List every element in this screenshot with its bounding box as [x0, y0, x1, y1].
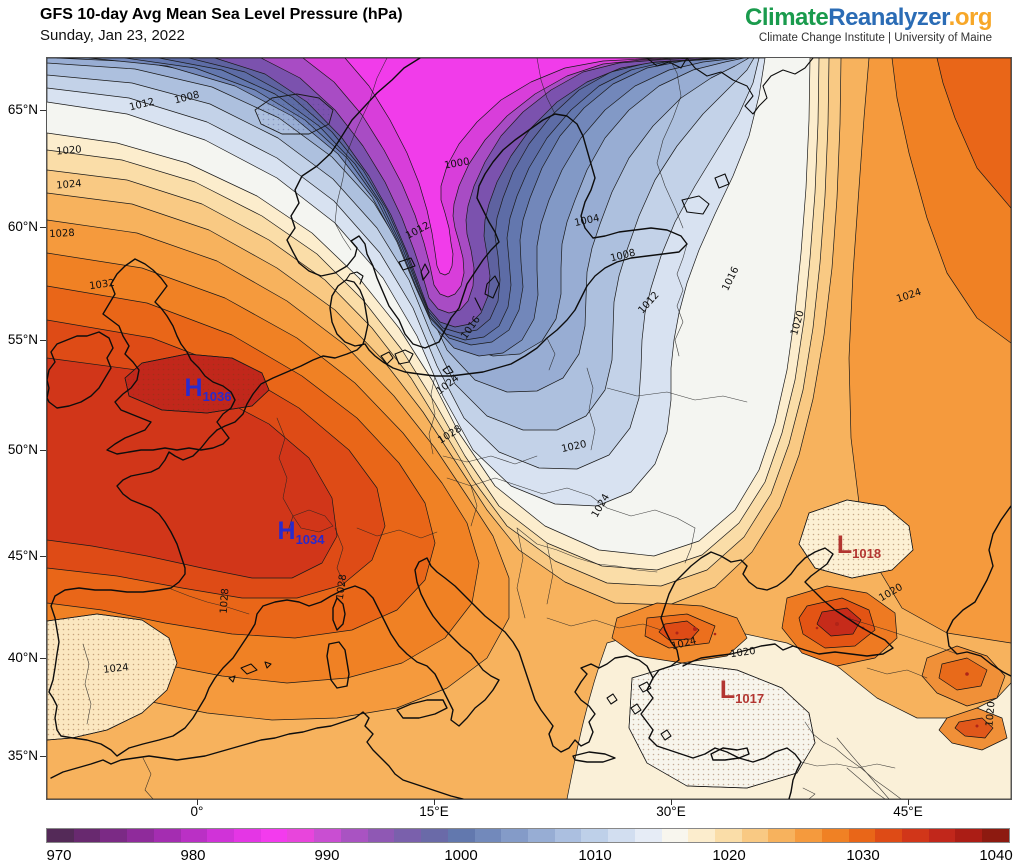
- colorbar-cell: [501, 829, 528, 842]
- lat-tick-mark: [40, 110, 46, 111]
- lat-axis-label: 60°N: [7, 219, 38, 234]
- colorbar-cell: [421, 829, 448, 842]
- colorbar-tick-label: 1030: [846, 847, 880, 864]
- colorbar-cell: [234, 829, 261, 842]
- contour-label: 1024: [55, 178, 83, 192]
- colorbar-cell: [581, 829, 609, 842]
- contour-label: 1020: [55, 144, 83, 158]
- lon-tick-mark: [434, 799, 435, 805]
- contour-label: 1028: [218, 587, 232, 615]
- lon-axis-label: 45°E: [893, 804, 923, 819]
- lon-tick-mark: [671, 799, 672, 805]
- pressure-center-low: L1018: [837, 531, 881, 561]
- colorbar-cell: [688, 829, 715, 842]
- colorbar-cell: [741, 829, 769, 842]
- colorbar-tick-label: 980: [180, 847, 206, 864]
- pressure-field-graphic: [47, 58, 1011, 799]
- logo-part-reanalyzer: Reanalyzer: [828, 4, 949, 31]
- date-subtitle: Sunday, Jan 23, 2022: [40, 27, 185, 44]
- colorbar-cell: [127, 829, 154, 842]
- colorbar-cell: [875, 829, 902, 842]
- pressure-center-letter: L: [836, 531, 853, 559]
- colorbar-cell: [634, 829, 662, 842]
- pressure-center-letter: L: [719, 676, 736, 704]
- lat-tick-mark: [40, 556, 46, 557]
- pressure-map: 1012 1008 1020 1024 1028 1032 1012 1000 1004 1008…: [46, 57, 1012, 800]
- contour-label: 1028: [49, 227, 75, 241]
- colorbar-cell: [340, 829, 368, 842]
- lon-axis-label: 0°: [190, 804, 204, 819]
- colorbar-cell: [848, 829, 876, 842]
- colorbar-cell: [47, 829, 74, 842]
- pressure-center-letter: H: [277, 517, 296, 545]
- lat-axis-label: 40°N: [7, 650, 38, 665]
- lat-axis-label: 65°N: [7, 102, 38, 117]
- lat-axis-label: 45°N: [7, 548, 38, 563]
- colorbar-tick-label: 1040: [979, 847, 1013, 864]
- colorbar-cell: [955, 829, 983, 842]
- colorbar-cell: [661, 829, 689, 842]
- colorbar-cell: [314, 829, 341, 842]
- colorbar-cell: [608, 829, 635, 842]
- lat-tick-mark: [40, 227, 46, 228]
- colorbar-cell: [260, 829, 288, 842]
- logo-subtitle: Climate Change Institute | University of…: [758, 32, 992, 44]
- pressure-center-high: H1036: [185, 374, 232, 404]
- colorbar-cell: [287, 829, 315, 842]
- lon-axis-label: 15°E: [419, 804, 449, 819]
- pressure-center-value: 1034: [295, 532, 325, 547]
- pressure-center-low: L1017: [720, 676, 764, 706]
- logo-part-climate: Climate: [745, 4, 829, 31]
- lat-tick-mark: [40, 658, 46, 659]
- colorbar-cell: [527, 829, 555, 842]
- colorbar-cell: [100, 829, 128, 842]
- colorbar-cell: [447, 829, 475, 842]
- lat-axis-label: 35°N: [7, 748, 38, 763]
- colorbar-cell: [795, 829, 822, 842]
- lat-tick-mark: [40, 450, 46, 451]
- colorbar-cell: [982, 829, 1009, 842]
- colorbar-tick-label: 1020: [712, 847, 746, 864]
- colorbar-cell: [153, 829, 181, 842]
- colorbar-cell: [821, 829, 849, 842]
- page-title: GFS 10-day Avg Mean Sea Level Pressure (…: [40, 6, 403, 23]
- lon-tick-mark: [908, 799, 909, 805]
- pressure-center-letter: H: [184, 374, 203, 402]
- pressure-center-value: 1018: [852, 546, 882, 561]
- colorbar-cell: [714, 829, 742, 842]
- lat-axis-label: 55°N: [7, 332, 38, 347]
- colorbar: [46, 828, 1010, 843]
- colorbar-cell: [73, 829, 101, 842]
- colorbar-tick-label: 970: [46, 847, 72, 864]
- colorbar-cell: [367, 829, 395, 842]
- colorbar-tick-label: 990: [314, 847, 340, 864]
- contour-label: 1020: [984, 700, 998, 728]
- colorbar-cell: [928, 829, 956, 842]
- pressure-center-value: 1036: [202, 389, 232, 404]
- pressure-center-value: 1017: [735, 691, 765, 706]
- lon-axis-label: 30°E: [656, 804, 686, 819]
- lat-tick-mark: [40, 756, 46, 757]
- colorbar-cell: [394, 829, 422, 842]
- lon-tick-mark: [197, 799, 198, 805]
- colorbar-cell: [902, 829, 929, 842]
- logo-part-org: .org: [948, 4, 993, 31]
- colorbar-cell: [554, 829, 582, 842]
- colorbar-cell: [474, 829, 502, 842]
- colorbar-tick-label: 1000: [444, 847, 478, 864]
- lat-axis-label: 50°N: [7, 442, 38, 457]
- climate-reanalyzer-logo[interactable]: ClimateReanalyzer.org: [745, 4, 992, 32]
- colorbar-cell: [768, 829, 796, 842]
- colorbar-cell: [180, 829, 208, 842]
- lat-tick-mark: [40, 340, 46, 341]
- colorbar-cell: [207, 829, 235, 842]
- colorbar-tick-label: 1010: [578, 847, 612, 864]
- pressure-center-high: H1034: [278, 517, 325, 547]
